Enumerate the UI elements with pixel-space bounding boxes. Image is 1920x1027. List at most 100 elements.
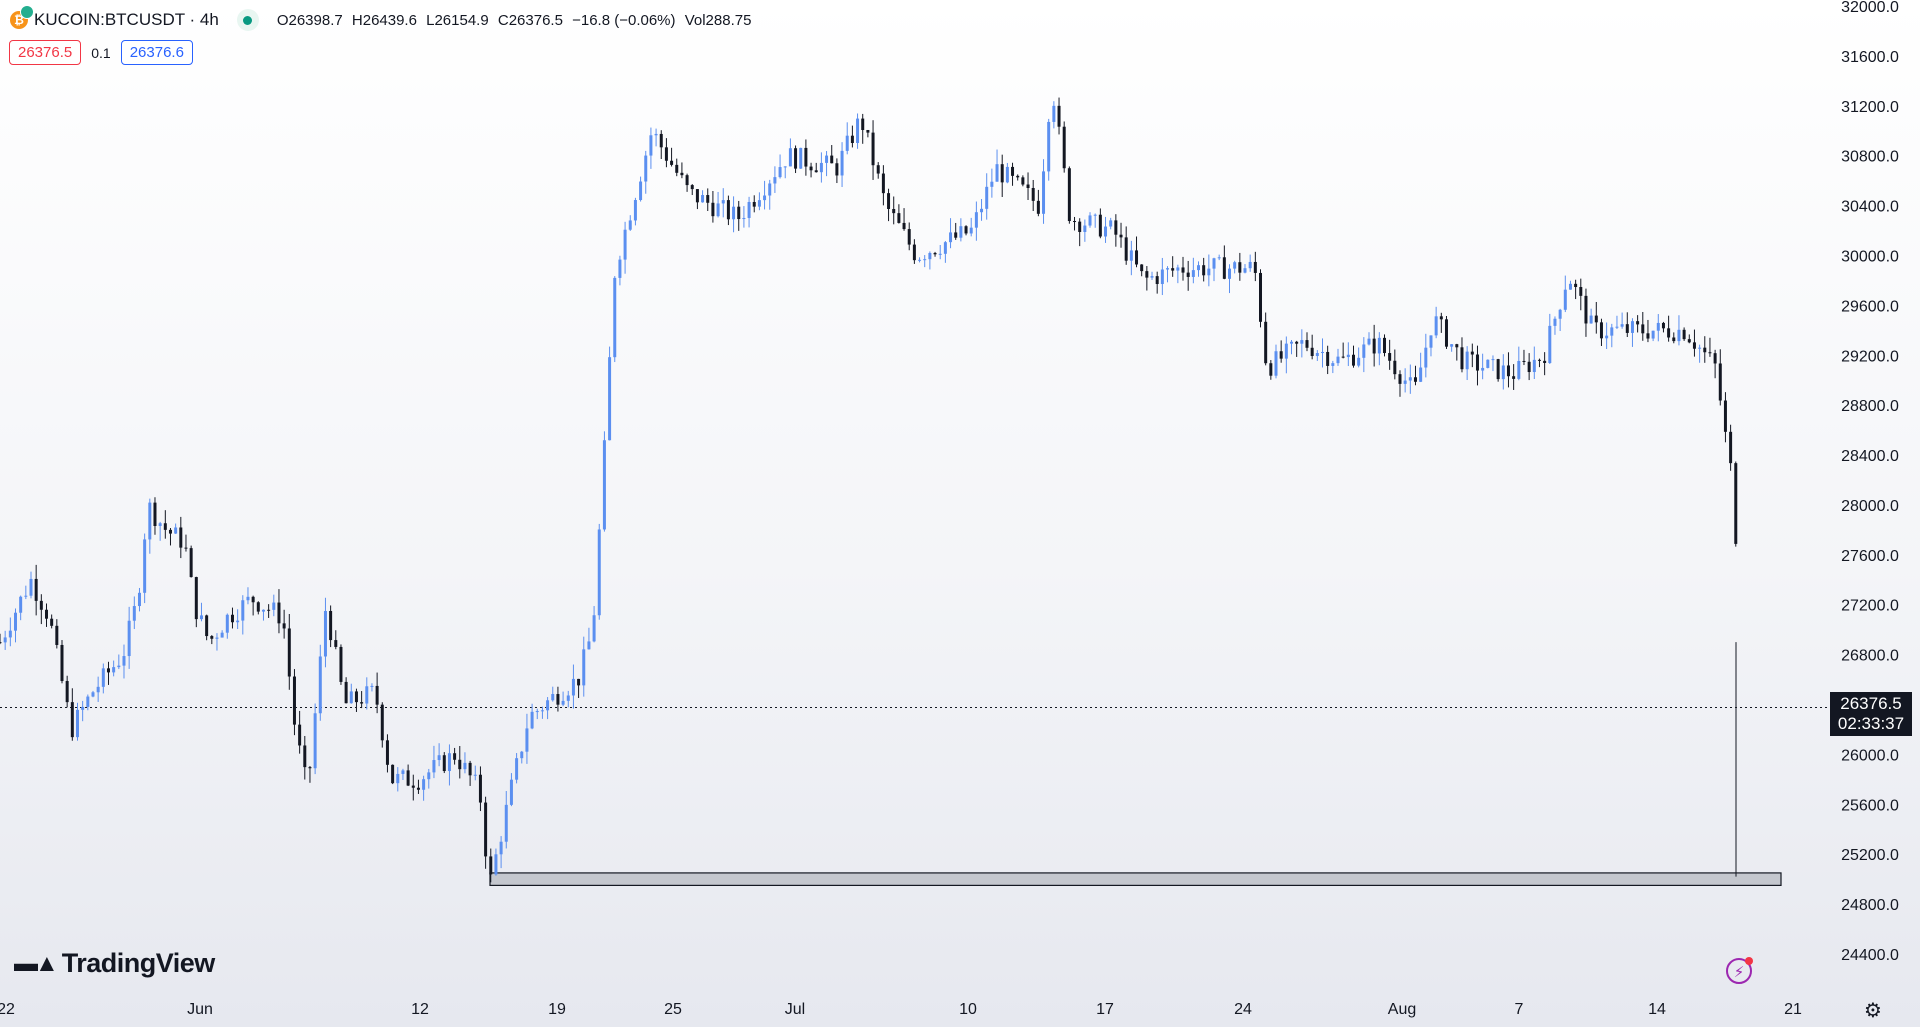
price-axis-label: 24400.0	[1841, 947, 1899, 964]
candle-body	[1274, 351, 1278, 376]
ohlc-readout: O26398.7 H26439.6 L26154.9 C26376.5 −16.…	[277, 12, 757, 29]
candle	[8, 617, 12, 647]
candle	[1625, 312, 1629, 338]
candle	[618, 255, 622, 286]
candle-body	[1734, 463, 1738, 544]
candle-body	[1243, 268, 1247, 273]
candle-body	[3, 637, 7, 643]
candle	[50, 614, 54, 629]
candle	[1403, 368, 1407, 393]
candle-body	[881, 173, 885, 194]
candle-body	[525, 728, 529, 752]
candle-body	[1109, 220, 1113, 227]
candle	[1217, 254, 1221, 261]
candle	[112, 660, 116, 677]
candle-body	[261, 609, 265, 612]
candle	[701, 190, 705, 203]
candle	[380, 702, 384, 748]
symbol-title[interactable]: KUCOIN:BTCUSDT · 4h	[34, 10, 219, 29]
candle-body	[1197, 265, 1201, 271]
candle	[856, 113, 860, 149]
candle	[344, 677, 348, 704]
candle-body	[1212, 258, 1216, 269]
candle-body	[13, 612, 17, 631]
candle	[1057, 97, 1061, 135]
market-open-dot-icon[interactable]	[236, 9, 259, 31]
candle-body	[628, 220, 632, 230]
candle	[628, 215, 632, 231]
candle	[840, 142, 844, 188]
volume-value: Vol288.75	[684, 11, 752, 29]
candle-body	[1202, 265, 1206, 276]
candle-body	[1605, 335, 1609, 339]
candle-body	[442, 755, 446, 772]
candle	[478, 766, 482, 812]
candle-body	[34, 578, 38, 601]
time-axis-label: Jul	[785, 1001, 805, 1018]
candle-body	[509, 779, 513, 805]
lightning-icon[interactable]: ⚡	[1726, 957, 1753, 984]
candle	[1734, 461, 1738, 547]
candle	[385, 734, 389, 773]
candle-body	[871, 132, 875, 166]
candle-body	[50, 618, 54, 626]
candle	[484, 796, 488, 869]
candle-body	[1537, 359, 1541, 361]
candle-body	[1129, 250, 1133, 261]
candle-body	[391, 764, 395, 784]
candle-body	[540, 710, 544, 712]
candle	[391, 764, 395, 785]
candle	[1140, 264, 1144, 277]
candle	[938, 244, 942, 260]
candles[interactable]	[0, 97, 1738, 883]
candle-body	[690, 185, 694, 190]
price-axis-label: 27600.0	[1841, 548, 1899, 565]
candle	[649, 127, 653, 169]
support-zone[interactable]	[489, 872, 1782, 886]
candle-body	[55, 625, 59, 645]
candle	[1537, 358, 1541, 368]
candle	[592, 606, 596, 643]
candle-body	[918, 259, 922, 261]
candle	[613, 276, 617, 363]
candle	[907, 222, 911, 251]
candle-body	[639, 181, 643, 201]
tradingview-logo[interactable]: ▬▲ TradingView	[14, 948, 215, 979]
candle-body	[267, 609, 271, 611]
candle-body	[194, 577, 198, 620]
logo-text: TradingView	[61, 948, 216, 978]
candle	[535, 708, 539, 720]
candle-body	[742, 217, 746, 220]
candle-body	[1703, 347, 1707, 353]
candle	[1202, 257, 1206, 282]
candle	[230, 607, 234, 629]
candle	[318, 644, 322, 721]
time-axis-label: 14	[1648, 1001, 1666, 1018]
buy-button[interactable]: 26376.6	[120, 40, 193, 65]
price-axis-label: 24800.0	[1841, 897, 1899, 914]
candle-body	[1708, 352, 1712, 354]
candle-body	[1290, 341, 1293, 344]
candle-body	[484, 802, 488, 857]
candle	[509, 773, 513, 807]
gear-icon[interactable]: ⚙	[1864, 1000, 1882, 1022]
candle-body	[1057, 105, 1061, 127]
candle	[582, 636, 586, 697]
candle	[329, 605, 333, 648]
candle-body	[732, 206, 736, 220]
candle	[163, 510, 167, 539]
candle	[1078, 218, 1082, 247]
candle	[726, 195, 730, 226]
candle-body	[1078, 221, 1082, 232]
candle	[447, 744, 451, 786]
candle	[1419, 352, 1423, 383]
candle-body	[60, 644, 64, 682]
candle-body	[401, 770, 405, 774]
candle-body	[664, 147, 668, 161]
candle	[654, 128, 658, 147]
candle	[716, 191, 720, 218]
candle	[695, 189, 699, 210]
sell-button[interactable]: 26376.5	[9, 40, 82, 65]
candle-body	[876, 165, 880, 174]
